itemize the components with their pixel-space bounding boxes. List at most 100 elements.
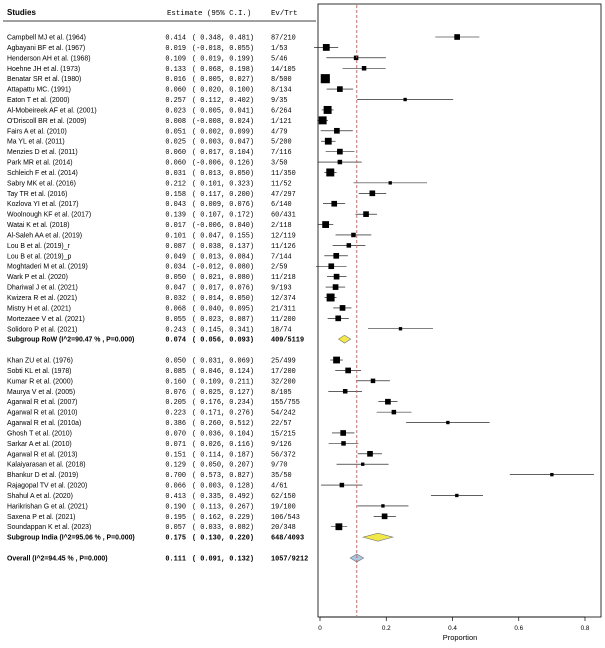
estimate-value: 0.160 — [165, 378, 186, 386]
estimate-value: 0.151 — [165, 451, 186, 459]
study-label: O'Driscoll BR et al. (2009) — [7, 118, 86, 125]
study-marker — [337, 86, 343, 92]
study-label: Dhariwal J et al. (2021) — [7, 285, 78, 292]
ci-lower: -0.006 — [196, 160, 221, 168]
table-row: Kozlova YI et al. (2017) 0.043 ( 0.009, 0.… — [7, 201, 292, 209]
estimate-value: 0.019 — [165, 45, 186, 53]
ci-text: ( 0.040, 0.095) — [192, 305, 254, 313]
x-tick-label: 0.8 — [581, 625, 590, 632]
ev-trt-value: 1/121 — [271, 118, 292, 126]
ci-lower: 0.013 — [196, 170, 221, 178]
ci-text: ( 0.573, 0.827) — [192, 472, 254, 480]
ci-upper: 0.100 — [229, 87, 250, 95]
estimate-value: 0.068 — [165, 305, 186, 313]
ev-trt-value: 56/372 — [271, 451, 296, 459]
ci-text: ( 0.031, 0.069) — [192, 358, 254, 366]
ci-upper: 0.024 — [229, 118, 250, 126]
ci-text: ( 0.130, 0.220) — [192, 535, 254, 543]
ci-upper: 0.050 — [229, 295, 250, 303]
ci-upper: 0.095 — [229, 305, 250, 313]
study-marker — [550, 472, 554, 477]
ci-upper: 0.128 — [229, 483, 250, 491]
ci-lower: 0.348 — [196, 35, 221, 43]
ev-trt-value: 17/200 — [271, 368, 296, 376]
ci-upper: 0.323 — [229, 180, 250, 188]
estimate-value: 0.085 — [165, 368, 186, 376]
study-marker — [324, 137, 332, 145]
ci-upper: 0.047 — [229, 139, 250, 147]
ci-lower: 0.005 — [196, 107, 221, 115]
ci-text: ( 0.002, 0.099) — [192, 128, 254, 136]
ci-text: ( 0.025, 0.127) — [192, 389, 254, 397]
ci-text: ( 0.113, 0.267) — [192, 503, 254, 511]
ev-trt-value: 3/50 — [271, 160, 288, 168]
estimate-value: 0.049 — [165, 253, 186, 261]
study-marker — [337, 159, 343, 165]
study-label: Hoehne JH et al. (1973) — [7, 66, 80, 73]
x-tick-label: 0.2 — [382, 625, 391, 632]
ci-text: ( 0.101, 0.323) — [192, 180, 254, 188]
study-label: Kumar R et al. (2000) — [7, 378, 73, 385]
estimate-value: 0.016 — [165, 76, 186, 84]
estimate-value: 0.023 — [165, 107, 186, 115]
study-label: Khan ZU et al. (1976) — [7, 358, 73, 365]
ci-text: ( 0.109, 0.211) — [192, 378, 254, 386]
ci-text: (-0.006, 0.126) — [192, 160, 254, 168]
ci-upper: 0.104 — [229, 149, 250, 157]
ev-trt-value: 648/4093 — [271, 535, 304, 543]
estimate-value: 0.008 — [165, 118, 186, 126]
ev-trt-value: 12/119 — [271, 232, 296, 240]
table-row: Eaton T et al. (2000) 0.257 ( 0.112, 0.402… — [7, 97, 288, 105]
ci-text: ( 0.091, 0.132) — [192, 556, 254, 564]
ci-text: ( 0.003, 0.047) — [192, 139, 254, 147]
table-row: Agarwal R et al. (2010a) 0.386 ( 0.260, 0.… — [7, 420, 292, 428]
estimate-value: 0.032 — [165, 295, 186, 303]
ci-upper: 0.402 — [229, 97, 250, 105]
study-marker — [339, 482, 345, 488]
estimate-value: 0.087 — [165, 243, 186, 251]
plot-marks — [314, 34, 594, 563]
estimate-value: 0.223 — [165, 410, 186, 418]
estimate-value: 0.074 — [165, 337, 186, 345]
header-estimate: Estimate (95% C.I.) — [167, 10, 251, 18]
ci-text: ( 0.036, 0.104) — [192, 430, 254, 438]
ci-upper: 0.076 — [229, 285, 250, 293]
ci-lower: 0.176 — [196, 399, 221, 407]
study-marker — [326, 168, 335, 177]
study-label: Woolnough KF et al. (2017) — [7, 212, 91, 219]
study-marker — [361, 66, 367, 71]
ev-trt-value: 18/74 — [271, 326, 292, 334]
estimate-value: 0.055 — [165, 316, 186, 324]
study-label: Ghosh T et al. (2010) — [7, 430, 72, 437]
table-row: Solidoro P et al. (2021) 0.243 ( 0.145, 0.… — [7, 326, 292, 334]
table-row: Dhariwal J et al. (2021) 0.047 ( 0.017, 0.… — [7, 285, 292, 293]
estimate-value: 0.386 — [165, 420, 186, 428]
study-marker — [388, 181, 392, 185]
ev-trt-value: 409/5119 — [271, 337, 304, 345]
study-marker — [346, 243, 352, 248]
table-row: Soundappan K et al. (2023) 0.057 ( 0.033, … — [7, 524, 296, 532]
study-label: Benatar SR et al. (1980) — [7, 76, 81, 83]
ev-trt-value: 6/264 — [271, 107, 292, 115]
study-marker — [391, 409, 397, 415]
ci-text: ( 0.056, 0.093) — [192, 337, 254, 345]
study-label: Subgroup RoW (I^2=90.47 % , P=0.000) — [7, 336, 134, 344]
ci-upper: 0.116 — [229, 441, 250, 449]
study-marker — [403, 97, 407, 102]
estimate-value: 0.139 — [165, 212, 186, 220]
ev-trt-value: 11/218 — [271, 274, 296, 282]
ci-upper: 0.041 — [229, 107, 250, 115]
ci-upper: 0.199 — [229, 55, 250, 63]
ci-lower: 0.026 — [196, 441, 221, 449]
subgroup-diamond — [361, 532, 395, 542]
study-label: Kalaiyarasan et al. (2018) — [7, 462, 86, 469]
ev-trt-value: 9/35 — [271, 97, 288, 105]
table-row: Kumar R et al. (2000) 0.160 ( 0.109, 0.211… — [7, 378, 296, 386]
table-row: Sarkar A et al. (2010) 0.071 ( 0.026, 0.11… — [7, 441, 292, 449]
subgroup-diamond — [338, 334, 352, 344]
study-marker — [455, 493, 459, 498]
study-label: Lou B et al. (2019)_p — [7, 253, 72, 260]
ci-text: ( 0.114, 0.187) — [192, 451, 254, 459]
ci-lower: 0.113 — [196, 503, 221, 511]
study-marker — [385, 398, 391, 405]
